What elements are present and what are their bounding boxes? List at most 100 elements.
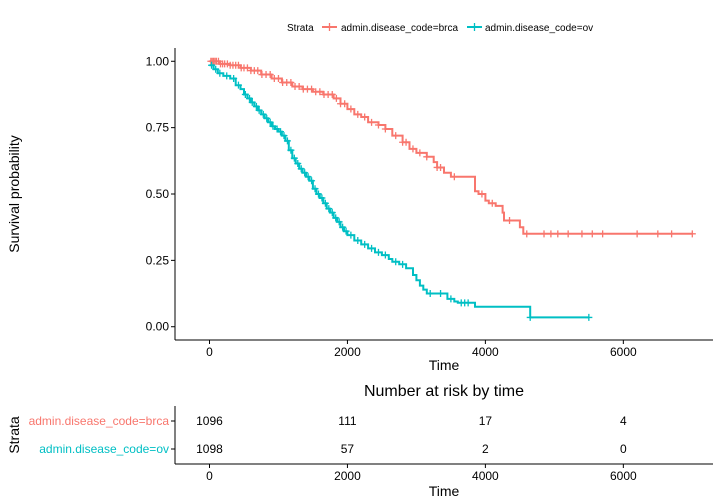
censor-mark-ov xyxy=(294,159,302,167)
censor-mark-ov xyxy=(464,299,472,307)
censor-mark-ov xyxy=(223,72,231,80)
censor-mark-brca xyxy=(402,138,410,146)
censor-mark-ov xyxy=(437,290,445,298)
censor-mark-ov xyxy=(361,240,369,248)
censor-mark-brca xyxy=(266,71,274,79)
risk-count-ov: 57 xyxy=(341,442,355,456)
censor-mark-ov xyxy=(259,110,267,118)
y-tick-label: 1.00 xyxy=(146,54,170,68)
censor-mark-ov xyxy=(332,214,340,222)
censor-mark-brca xyxy=(506,217,514,225)
legend-entry-brca: admin.disease_code=brca xyxy=(322,23,458,34)
censor-mark-ov xyxy=(216,69,224,77)
censor-mark-ov xyxy=(311,185,319,193)
censor-mark-ov xyxy=(321,199,329,207)
censor-mark-brca xyxy=(523,230,531,238)
risk-count-ov: 0 xyxy=(620,442,627,456)
censor-mark-ov xyxy=(585,313,593,321)
censor-mark-ov xyxy=(447,295,455,303)
legend-title: Strata xyxy=(287,23,314,34)
risk-count-brca: 4 xyxy=(620,414,627,428)
censor-mark-brca xyxy=(588,230,596,238)
risk-row-label-brca: admin.disease_code=brca xyxy=(29,414,170,428)
risk-x-tick-label: 2000 xyxy=(334,469,361,483)
censor-mark-brca xyxy=(409,145,417,153)
censor-mark-ov xyxy=(354,236,362,244)
censor-mark-ov xyxy=(526,313,534,321)
censor-mark-ov xyxy=(301,169,309,177)
censor-mark-brca xyxy=(564,230,572,238)
censor-mark-brca xyxy=(295,82,303,90)
legend-label-brca: admin.disease_code=brca xyxy=(341,23,458,34)
risk-count-ov: 1098 xyxy=(196,442,223,456)
censor-mark-ov xyxy=(255,106,263,114)
legend-entry-ov: admin.disease_code=ov xyxy=(467,23,593,34)
censor-mark-ov xyxy=(426,290,434,298)
censor-mark-brca xyxy=(328,90,336,98)
censor-mark-brca xyxy=(341,100,349,108)
censor-mark-brca xyxy=(274,75,282,83)
risk-row-label-ov: admin.disease_code=ov xyxy=(39,442,169,456)
censor-mark-brca xyxy=(554,230,562,238)
censor-mark-ov xyxy=(269,122,277,130)
y-tick-label: 0.50 xyxy=(146,187,170,201)
censor-mark-ov xyxy=(297,165,305,173)
censor-mark-brca xyxy=(668,230,676,238)
censor-mark-brca xyxy=(392,132,400,140)
censor-mark-ov xyxy=(328,209,336,217)
censor-mark-ov xyxy=(208,61,216,69)
survival-plot: 0 2000 4000 6000 0.000.250.500.751.00 Time … xyxy=(6,48,713,373)
censor-mark-ov xyxy=(304,173,312,181)
censor-mark-brca xyxy=(633,230,641,238)
censor-mark-brca xyxy=(332,94,340,102)
risk-table: Number at risk by time Strata admin.dise… xyxy=(6,383,713,499)
censor-mark-ov xyxy=(283,137,291,145)
y-axis-title: Survival probability xyxy=(6,135,22,253)
y-axis-ticks: 0.00 0.25 0.50 0.75 1.00 xyxy=(146,54,175,334)
curve-ov xyxy=(209,64,589,319)
risk-count-brca: 17 xyxy=(479,414,493,428)
censor-mark-brca xyxy=(437,163,445,171)
risk-count-brca: 111 xyxy=(338,414,357,428)
censor-mark-brca xyxy=(599,230,607,238)
risk-x-axis-ticks: 0 2000 4000 6000 xyxy=(206,464,637,483)
censor-mark-ov xyxy=(347,231,355,239)
censor-mark-ov xyxy=(230,75,238,83)
censor-mark-brca xyxy=(688,230,696,238)
censor-mark-brca xyxy=(374,121,382,129)
x-tick-label: 0 xyxy=(206,345,213,359)
censor-mark-brca xyxy=(654,230,662,238)
censor-mark-ov xyxy=(287,146,295,154)
censor-mark-ov xyxy=(325,205,333,213)
risk-table-title: Number at risk by time xyxy=(364,383,524,400)
curve-brca xyxy=(209,60,693,235)
censor-mark-ov xyxy=(248,98,256,106)
censor-mark-brca xyxy=(254,67,262,75)
censor-mark-brca xyxy=(578,230,586,238)
censor-mark-ov xyxy=(339,223,347,231)
censor-mark-ov xyxy=(266,118,274,126)
censor-mark-ov xyxy=(308,177,316,185)
censor-mark-brca xyxy=(381,125,389,133)
censor-mark-ov xyxy=(241,90,249,98)
censor-mark-brca xyxy=(478,190,486,198)
survival-curves xyxy=(207,57,696,321)
censor-mark-brca xyxy=(347,105,355,113)
risk-x-tick-label: 0 xyxy=(206,469,213,483)
censor-mark-ov xyxy=(263,114,271,122)
x-tick-label: 2000 xyxy=(334,345,361,359)
censor-marks-ov xyxy=(208,61,593,321)
legend: Strata admin.disease_code=brca admin.dis… xyxy=(287,23,593,34)
risk-x-tick-label: 6000 xyxy=(610,469,637,483)
x-axis-ticks: 0 2000 4000 6000 xyxy=(206,340,637,359)
censor-mark-brca xyxy=(361,113,369,121)
censor-mark-ov xyxy=(277,128,285,136)
legend-label-ov: admin.disease_code=ov xyxy=(485,23,593,34)
censor-mark-ov xyxy=(399,260,407,268)
censor-mark-ov xyxy=(368,244,376,252)
censor-mark-ov xyxy=(314,190,322,198)
censor-mark-ov xyxy=(342,227,350,235)
censor-mark-brca xyxy=(316,88,324,96)
censor-mark-ov xyxy=(335,218,343,226)
